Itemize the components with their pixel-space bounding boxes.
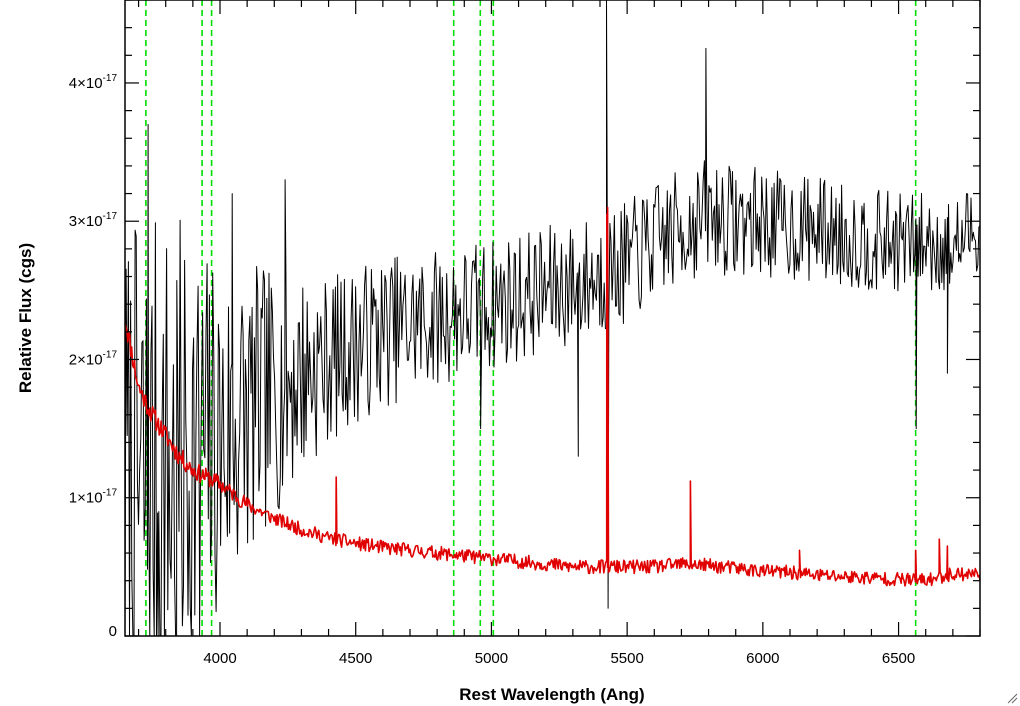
y-tick-exponent: -17 — [103, 488, 118, 499]
y-tick-mantissa: 0 — [109, 623, 117, 640]
series-line-black — [124, 0, 981, 637]
y-tick-label: 4×10-17 — [69, 73, 118, 92]
plot-frame — [124, 0, 981, 637]
axis-ticks — [125, 0, 981, 637]
y-tick-label: 3×10-17 — [69, 211, 118, 230]
x-tick-label: 6000 — [746, 650, 779, 667]
y-tick-exponent: -17 — [103, 73, 118, 84]
x-tick-label: 4500 — [339, 650, 372, 667]
x-tick-labels: 4000 4500 5000 5500 6000 6500 — [203, 650, 915, 667]
y-tick-mantissa: 3×10 — [69, 213, 103, 230]
x-tick-label: 5000 — [475, 650, 508, 667]
y-tick-labels: 01×10-172×10-173×10-174×10-17 — [69, 73, 118, 640]
x-tick-label: 6500 — [882, 650, 915, 667]
y-tick-label: 0 — [109, 623, 117, 640]
y-tick-mantissa: 4×10 — [69, 75, 103, 92]
y-tick-exponent: -17 — [103, 349, 118, 360]
y-tick-mantissa: 1×10 — [69, 490, 103, 507]
y-tick-exponent: -17 — [103, 211, 118, 222]
series-line-red — [124, 206, 981, 587]
x-tick-label: 4000 — [203, 650, 236, 667]
y-tick-label: 2×10-17 — [69, 349, 118, 368]
y-tick-mantissa: 2×10 — [69, 351, 103, 368]
x-tick-label: 5500 — [610, 650, 643, 667]
x-axis-title: Rest Wavelength (Ang) — [459, 685, 644, 704]
y-axis-title: Relative Flux (cgs) — [16, 243, 35, 393]
series-layer — [124, 0, 981, 637]
resize-grip-icon[interactable] — [1006, 692, 1018, 704]
y-tick-label: 1×10-17 — [69, 488, 118, 507]
